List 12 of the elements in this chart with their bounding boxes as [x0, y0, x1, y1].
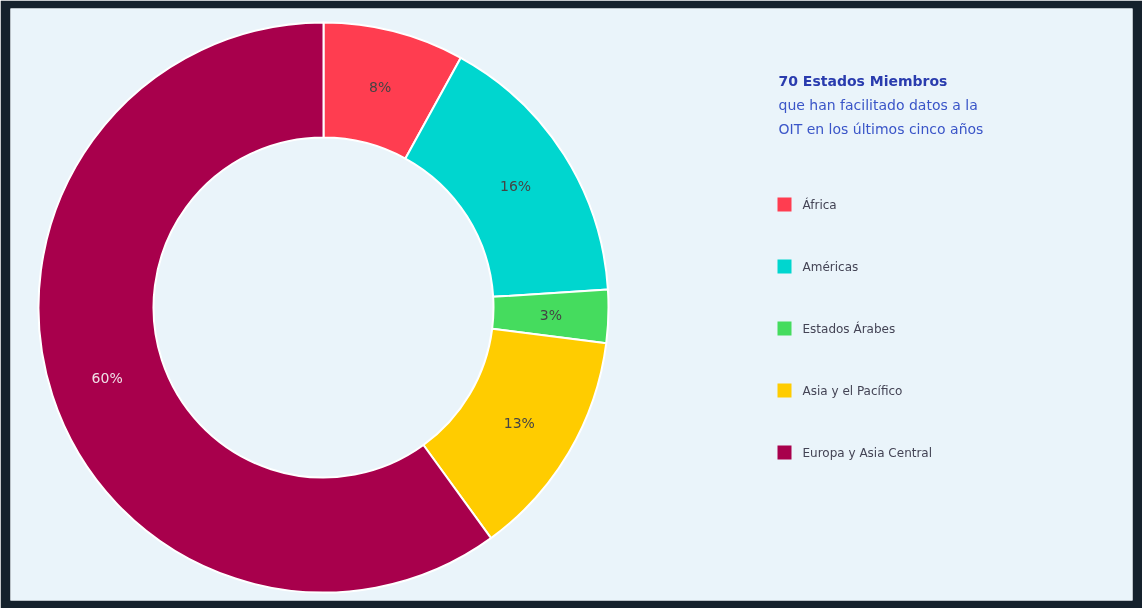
data-label: 60%: [91, 369, 123, 386]
data-label: 13%: [503, 415, 535, 432]
legend-label: África: [802, 196, 837, 212]
legend-label: Américas: [802, 259, 859, 274]
data-label: 16%: [500, 177, 532, 194]
data-label: 8%: [368, 79, 392, 96]
text: 70 Estados Miembros: [778, 72, 948, 89]
text: que han facilitado datos a la OIT en los últimos cinco años: [778, 96, 984, 137]
legend-label: Asia y el Pacífico: [802, 383, 903, 398]
legend-label: Estados Árabes: [802, 320, 896, 336]
data-label: 3%: [539, 306, 562, 323]
legend-label: Europa y Asia Central: [802, 445, 933, 460]
